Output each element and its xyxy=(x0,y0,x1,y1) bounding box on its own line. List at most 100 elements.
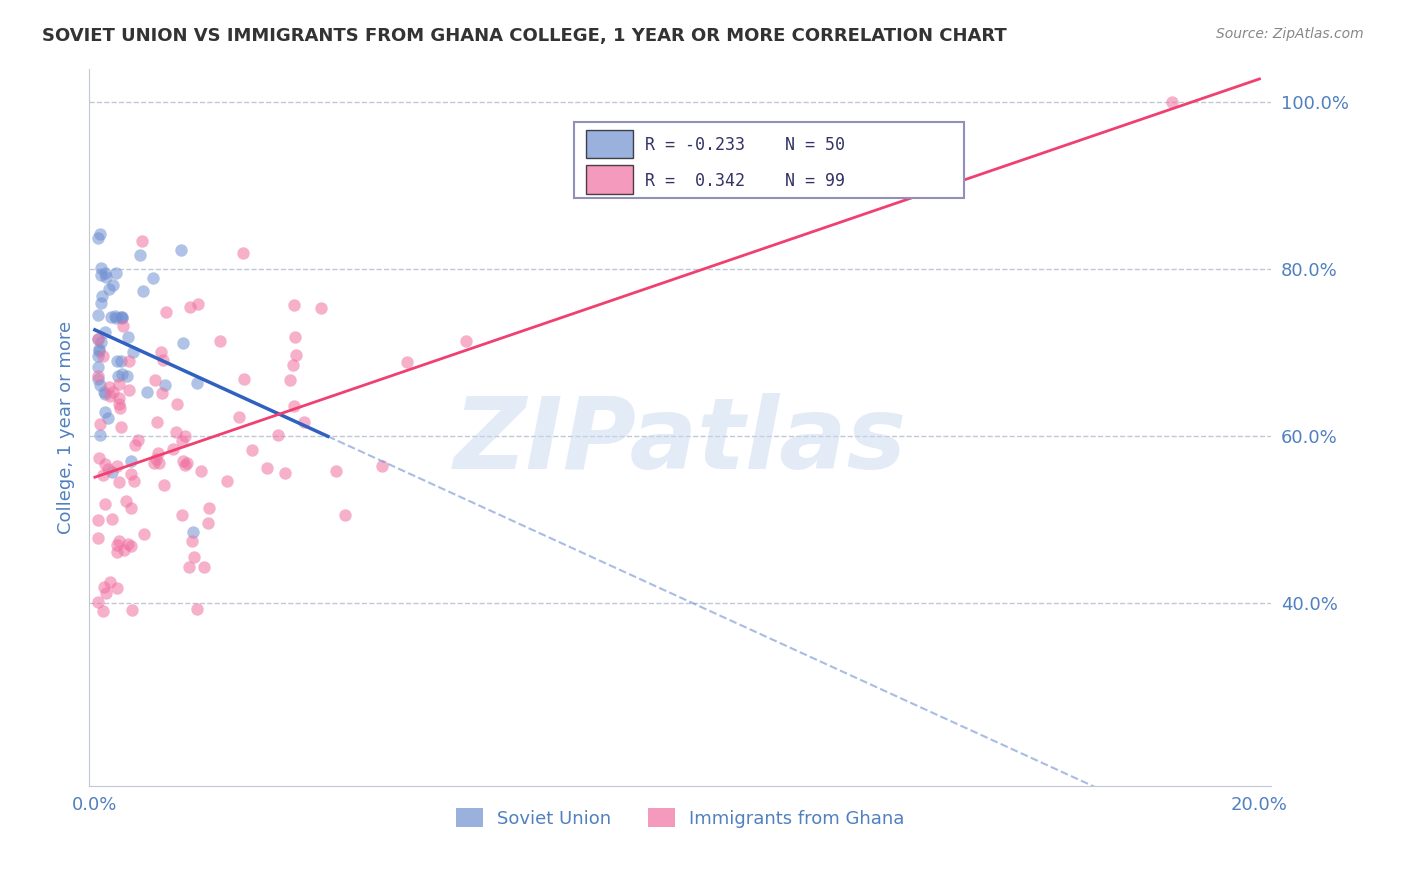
Point xyxy=(97,282,120,296)
Point xyxy=(120,501,142,516)
FancyBboxPatch shape xyxy=(585,129,633,158)
Text: R = -0.233    N = 50: R = -0.233 N = 50 xyxy=(644,136,845,154)
Point xyxy=(142,456,165,470)
Point xyxy=(87,531,110,545)
Point xyxy=(93,580,115,594)
Point xyxy=(87,332,110,346)
Point xyxy=(101,465,124,479)
Point xyxy=(111,311,134,326)
Point xyxy=(281,358,304,372)
Point xyxy=(90,295,112,310)
Point xyxy=(149,345,172,359)
Point xyxy=(170,243,193,257)
Point xyxy=(152,353,174,368)
Point xyxy=(124,438,146,452)
Point xyxy=(94,586,117,600)
FancyBboxPatch shape xyxy=(574,122,963,198)
Point xyxy=(142,270,165,285)
Point xyxy=(105,458,128,473)
Point xyxy=(97,461,120,475)
Point xyxy=(87,369,110,384)
Point xyxy=(94,387,117,401)
Point xyxy=(93,384,115,399)
Point xyxy=(395,355,418,369)
Point xyxy=(325,464,347,478)
Point xyxy=(91,604,114,618)
Point xyxy=(94,497,117,511)
Point xyxy=(124,474,146,488)
Point xyxy=(90,261,112,276)
Point xyxy=(117,330,139,344)
Point xyxy=(172,434,194,448)
Point xyxy=(242,442,264,457)
Point xyxy=(94,457,117,471)
Point xyxy=(197,501,219,516)
Point xyxy=(89,342,111,356)
Point xyxy=(105,544,128,558)
Point xyxy=(94,266,117,280)
Point xyxy=(135,385,157,400)
Point xyxy=(120,539,142,553)
Point xyxy=(309,301,332,316)
Point xyxy=(112,542,135,557)
Point xyxy=(131,234,153,248)
Point xyxy=(118,353,141,368)
Point xyxy=(108,534,131,549)
Point xyxy=(285,348,308,362)
Point xyxy=(187,296,209,310)
Point xyxy=(98,574,121,589)
Legend: Soviet Union, Immigrants from Ghana: Soviet Union, Immigrants from Ghana xyxy=(449,801,911,835)
Point xyxy=(98,389,121,403)
Point xyxy=(232,245,254,260)
Point xyxy=(89,377,111,392)
Point xyxy=(89,417,111,432)
Point xyxy=(112,318,135,333)
Point xyxy=(122,344,145,359)
Point xyxy=(87,344,110,359)
Point xyxy=(107,391,129,405)
Point xyxy=(117,537,139,551)
Point xyxy=(183,549,205,564)
Point xyxy=(118,383,141,397)
Point xyxy=(115,493,138,508)
Point xyxy=(186,602,208,616)
Point xyxy=(105,354,128,368)
Point xyxy=(87,450,110,465)
Point xyxy=(153,478,176,492)
Point xyxy=(90,334,112,349)
Point xyxy=(121,603,143,617)
Point xyxy=(108,397,131,411)
Point xyxy=(97,380,120,394)
Point xyxy=(179,301,201,315)
Point xyxy=(111,310,134,325)
Point xyxy=(100,512,122,526)
Point xyxy=(120,467,142,482)
Point xyxy=(143,373,166,387)
Point xyxy=(89,428,111,442)
Point xyxy=(87,513,110,527)
Point xyxy=(104,266,127,280)
FancyBboxPatch shape xyxy=(585,165,633,194)
Point xyxy=(101,384,124,399)
Point xyxy=(107,581,129,595)
Point xyxy=(94,325,117,339)
Text: Source: ZipAtlas.com: Source: ZipAtlas.com xyxy=(1216,27,1364,41)
Point xyxy=(197,516,219,530)
Point xyxy=(145,452,167,467)
Point xyxy=(1161,95,1184,109)
Point xyxy=(105,538,128,552)
Point xyxy=(190,464,212,478)
Point xyxy=(105,311,128,326)
Point xyxy=(87,349,110,363)
Point xyxy=(87,332,110,346)
Point xyxy=(278,373,301,387)
Point xyxy=(176,456,198,470)
Point xyxy=(284,330,307,344)
Point xyxy=(256,461,278,475)
Point xyxy=(173,428,195,442)
Point xyxy=(172,453,194,467)
Point xyxy=(162,442,184,457)
Point xyxy=(107,369,129,384)
Point xyxy=(87,595,110,609)
Point xyxy=(110,354,132,368)
